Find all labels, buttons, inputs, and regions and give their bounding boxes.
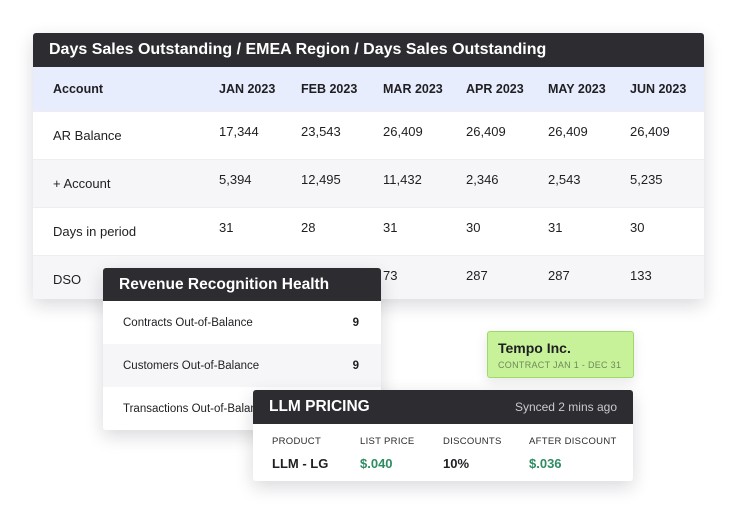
table-cell: 31 [383,220,398,235]
table-cell: 5,394 [219,172,252,187]
row-label: Days in period [53,224,137,239]
table-cell: 26,409 [383,124,423,139]
column-header-jan[interactable]: JAN 2023 [219,82,276,96]
column-header-account[interactable]: Account [53,82,103,96]
after-discount-value: $.036 [529,456,562,471]
customer-tag[interactable]: Tempo Inc. CONTRACT JAN 1 - DEC 31 [487,331,634,378]
list-item[interactable]: Customers Out-of-Balance 9 [103,344,381,387]
sync-status: Synced 2 mins ago [514,400,617,414]
table-cell: 26,409 [630,124,670,139]
table-cell: 17,344 [219,124,259,139]
table-cell: 28 [301,220,316,235]
list-price-value: $.040 [360,456,393,471]
column-header-jun[interactable]: JUN 2023 [630,82,687,96]
list-item[interactable]: Contracts Out-of-Balance 9 [103,301,381,344]
row-label: + Account [53,176,111,191]
list-item-label: Contracts Out-of-Balance [123,316,253,329]
table-cell: 26,409 [548,124,588,139]
llm-pricing-header: LLM PRICING Synced 2 mins ago [253,390,633,424]
table-cell: 30 [630,220,645,235]
customer-name: Tempo Inc. [498,340,571,356]
table-cell: 31 [219,220,234,235]
table-cell: 287 [548,268,570,283]
list-item-label: Customers Out-of-Balance [123,359,260,372]
column-header-feb[interactable]: FEB 2023 [301,82,358,96]
row-label: AR Balance [53,128,122,143]
table-header-row: Account JAN 2023 FEB 2023 MAR 2023 APR 2… [33,67,704,112]
dso-table-card: Days Sales Outstanding / EMEA Region / D… [33,33,704,299]
table-cell: 23,543 [301,124,341,139]
column-header-may[interactable]: MAY 2023 [548,82,606,96]
pricing-column-product: PRODUCT LLM - LG [272,436,328,471]
table-cell: 73 [383,268,398,283]
column-header-mar[interactable]: MAR 2023 [383,82,443,96]
pricing-label: AFTER DISCOUNT [529,436,617,447]
table-row-ar-balance[interactable]: AR Balance 17,344 23,543 26,409 26,409 2… [33,112,704,160]
pricing-column-discounts: DISCOUNTS 10% [443,436,502,471]
list-item[interactable]: Transactions Out-of-Balance [103,387,381,430]
pricing-label: LIST PRICE [360,436,415,447]
contract-period: CONTRACT JAN 1 - DEC 31 [498,360,622,370]
llm-pricing-card: LLM PRICING Synced 2 mins ago PRODUCT LL… [253,390,633,481]
table-cell: 2,346 [466,172,499,187]
pricing-label: PRODUCT [272,436,322,447]
revenue-recognition-card: Revenue Recognition Health Contracts Out… [103,268,381,430]
discount-value: 10% [443,456,470,471]
column-header-apr[interactable]: APR 2023 [466,82,524,96]
llm-pricing-title: LLM PRICING [269,398,370,415]
pricing-label: DISCOUNTS [443,436,502,447]
table-cell: 287 [466,268,488,283]
pricing-column-after-discount: AFTER DISCOUNT $.036 [529,436,617,471]
table-cell: 133 [630,268,652,283]
table-cell: 30 [466,220,481,235]
table-cell: 31 [548,220,563,235]
list-item-count: 9 [352,359,359,372]
list-item-count: 9 [352,316,359,329]
product-value: LLM - LG [272,456,329,471]
table-cell: 2,543 [548,172,581,187]
revenue-recognition-title: Revenue Recognition Health [103,268,381,301]
row-label: DSO [53,272,82,287]
table-row-account[interactable]: + Account 5,394 12,495 11,432 2,346 2,54… [33,160,704,208]
table-row-days-in-period[interactable]: Days in period 31 28 31 30 31 30 [33,208,704,256]
list-item-label: Transactions Out-of-Balance [123,402,269,415]
dso-table-title: Days Sales Outstanding / EMEA Region / D… [33,33,704,67]
table-cell: 26,409 [466,124,506,139]
table-cell: 11,432 [383,172,422,187]
pricing-column-list-price: LIST PRICE $.040 [360,436,415,471]
table-cell: 12,495 [301,172,341,187]
table-cell: 5,235 [630,172,663,187]
